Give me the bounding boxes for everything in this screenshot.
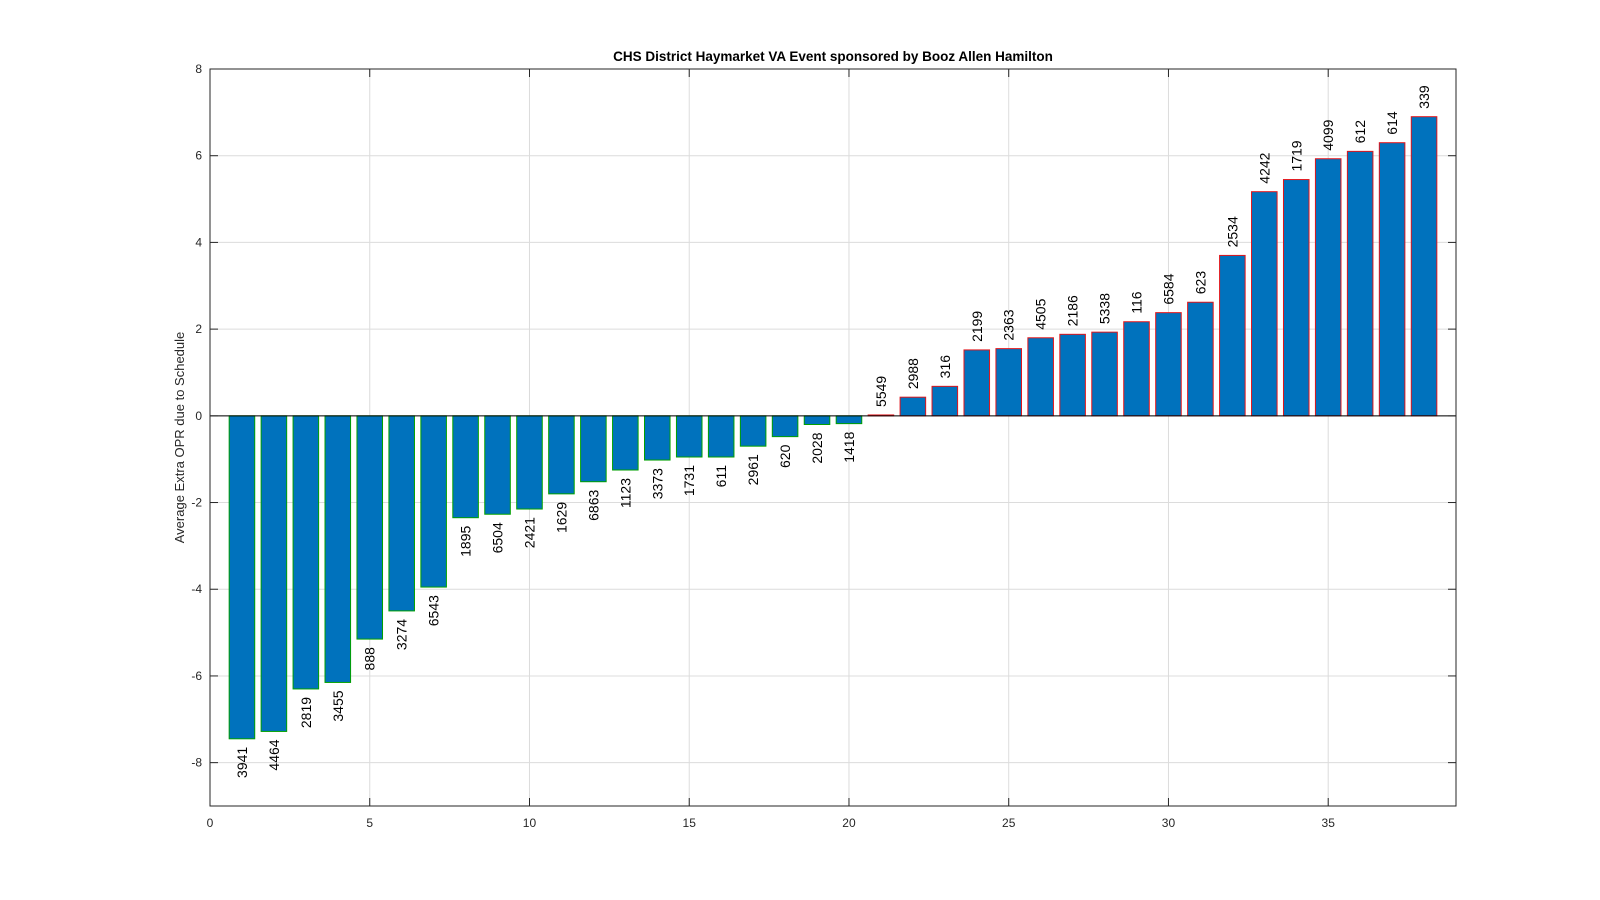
bar <box>1219 254 1246 417</box>
data-labels: 3941 4464 2819 3455 888 3274 6543 1895 6504 2421 1… <box>234 85 1432 778</box>
bar-value-label: 1719 <box>1288 140 1304 171</box>
bar <box>292 415 320 690</box>
bar <box>1187 301 1214 417</box>
bar-value-label: 888 <box>362 647 378 671</box>
bar <box>324 415 352 683</box>
x-tick-label: 35 <box>1322 816 1336 830</box>
bar <box>228 415 256 740</box>
chart-title: CHS District Haymarket VA Event sponsore… <box>613 49 1053 64</box>
bar-value-label: 4505 <box>1033 298 1049 329</box>
bar <box>739 415 767 447</box>
bar-value-label: 612 <box>1352 120 1368 144</box>
bar-value-label: 6504 <box>490 522 506 553</box>
bar <box>1155 312 1182 417</box>
y-tick-label: -6 <box>191 669 202 683</box>
bar <box>260 415 288 732</box>
x-tick-label: 25 <box>1002 816 1016 830</box>
bar-value-label: 2421 <box>521 517 537 548</box>
bar-value-label: 3274 <box>394 619 410 650</box>
y-tick-label: -8 <box>191 756 202 770</box>
bar-value-label: 3941 <box>234 747 250 778</box>
bar-value-label: 611 <box>713 465 729 488</box>
bar-value-label: 6584 <box>1160 273 1176 304</box>
plot-frame <box>209 68 1457 807</box>
bar-value-label: 623 <box>1192 271 1208 295</box>
bar <box>644 415 671 461</box>
bar <box>931 385 959 417</box>
bar <box>771 415 799 438</box>
bar-value-label: 6543 <box>426 595 442 626</box>
y-axis-label: Average Extra OPR due to Schedule <box>172 332 187 544</box>
bar-value-label: 2819 <box>298 697 314 728</box>
y-tick-label: 4 <box>195 235 202 249</box>
x-tick-label: 15 <box>683 816 697 830</box>
bar-value-label: 3455 <box>330 690 346 721</box>
bar-value-label: 339 <box>1416 85 1432 109</box>
y-tick-label: 2 <box>195 322 202 336</box>
bar <box>803 415 831 425</box>
bar <box>707 415 735 458</box>
bar <box>1059 333 1086 417</box>
y-tick-label: 8 <box>195 62 202 76</box>
bar-value-label: 2028 <box>809 432 825 463</box>
bar-value-label: 2363 <box>1001 309 1017 340</box>
bar <box>452 415 479 519</box>
bar-value-label: 614 <box>1384 111 1400 135</box>
bar-value-label: 6863 <box>585 490 601 521</box>
x-tick-label: 0 <box>207 816 214 830</box>
bar <box>1346 150 1374 417</box>
bar-value-label: 4099 <box>1320 119 1336 150</box>
bar <box>548 415 575 495</box>
bar-value-label: 1123 <box>617 478 633 508</box>
bar <box>484 415 511 515</box>
bar <box>1091 331 1118 417</box>
x-tick-label: 30 <box>1162 816 1176 830</box>
bar <box>1251 191 1278 417</box>
plot-area <box>210 69 1456 806</box>
bar <box>899 396 927 417</box>
bar-value-label: 4242 <box>1256 152 1272 183</box>
bar <box>580 415 607 483</box>
y-tick-label: 0 <box>195 409 202 423</box>
y-tick-label: -2 <box>191 496 202 510</box>
bar <box>675 415 703 458</box>
bar-value-label: 316 <box>937 355 953 379</box>
bar <box>612 415 639 471</box>
bar <box>516 415 543 510</box>
bar <box>1378 142 1406 417</box>
bar <box>1027 337 1054 417</box>
bar <box>1123 321 1150 417</box>
bar <box>1410 116 1438 417</box>
x-tick-label: 5 <box>366 816 373 830</box>
x-tick-label: 10 <box>523 816 537 830</box>
bar-value-label: 2186 <box>1065 295 1081 326</box>
bar-value-label: 5338 <box>1097 293 1113 324</box>
bar-value-label: 1731 <box>681 465 697 496</box>
bar <box>420 415 447 588</box>
bar-value-label: 5549 <box>873 376 889 407</box>
bar-value-label: 1629 <box>553 502 569 533</box>
y-tick-label: -4 <box>191 582 202 596</box>
bar <box>995 348 1022 417</box>
bar <box>388 415 415 612</box>
bar-value-label: 2988 <box>905 358 921 389</box>
bar <box>963 349 991 417</box>
x-tick-label: 20 <box>842 816 856 830</box>
bar-value-label: 2199 <box>969 311 985 342</box>
bar-value-label: 3373 <box>649 468 665 499</box>
bar <box>356 415 384 640</box>
bar <box>1314 158 1342 417</box>
bar-value-label: 1895 <box>458 526 474 557</box>
bar-value-label: 2961 <box>745 454 761 485</box>
y-tick-label: 6 <box>195 149 202 163</box>
bar <box>835 415 863 425</box>
bar <box>1282 179 1310 417</box>
bar-value-label: 4464 <box>266 739 282 770</box>
bar-value-label: 620 <box>777 444 793 468</box>
bar-value-label: 2534 <box>1224 216 1240 247</box>
bar-value-label: 116 <box>1129 291 1145 314</box>
bar-value-label: 1418 <box>841 431 857 462</box>
